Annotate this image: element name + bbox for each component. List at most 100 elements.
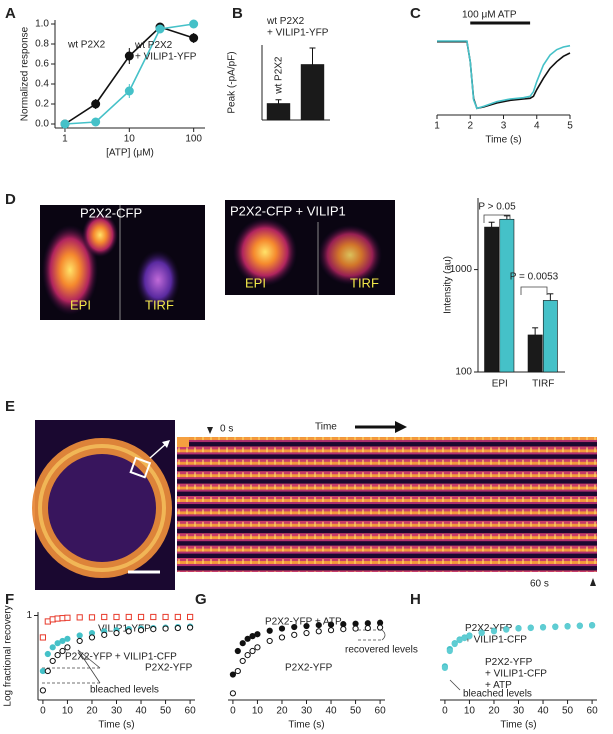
- y-tick-label: 0.8: [35, 39, 49, 50]
- marker: [162, 625, 169, 632]
- x-tick-label: 10: [62, 706, 74, 717]
- x-tick-label: 60: [185, 706, 197, 717]
- marker: [60, 119, 70, 129]
- marker: [64, 635, 71, 642]
- marker: [186, 613, 194, 621]
- series-label: VILIP1-YFP: [98, 624, 151, 635]
- marker: [155, 24, 165, 34]
- marker: [76, 614, 83, 621]
- marker: [478, 629, 485, 637]
- marker: [113, 613, 120, 621]
- category-label: wt P2X2 + VILIP1-YFP: [266, 16, 329, 39]
- marker: [244, 651, 251, 659]
- annotation: P > 0.05: [478, 202, 516, 213]
- marker: [125, 613, 132, 621]
- panel-label: D: [5, 191, 16, 208]
- panel-label: F: [5, 591, 14, 608]
- y-tick-label: 0.4: [35, 79, 49, 90]
- bar: [542, 300, 558, 373]
- x-tick-label: 1: [62, 134, 68, 145]
- marker: [150, 626, 157, 633]
- marker: [244, 635, 251, 642]
- x-tick-label: 50: [160, 706, 172, 717]
- marker: [229, 690, 237, 697]
- series-label: wt P2X2: [67, 40, 106, 51]
- annotation: bleached levels: [463, 689, 532, 700]
- marker: [515, 625, 522, 632]
- chart-title: 100 μM ATP: [462, 10, 517, 21]
- series-label: P2X2-YFP: [285, 663, 333, 674]
- y-axis-label: Peak (-pA/pF): [227, 51, 238, 113]
- marker: [76, 637, 83, 645]
- marker: [137, 627, 145, 634]
- x-tick-label: 20: [86, 706, 98, 717]
- x-tick-label: 40: [325, 706, 337, 717]
- bar: [484, 226, 500, 373]
- annotation: bleached levels: [90, 685, 159, 696]
- y-axis-label: Normalized response: [20, 26, 31, 121]
- marker: [150, 613, 157, 621]
- marker: [451, 640, 458, 648]
- image-title: P2X2-CFP + VILIP1: [230, 203, 346, 218]
- marker: [54, 640, 61, 647]
- y-axis-label: Log fractional recovery: [3, 605, 14, 706]
- marker: [503, 626, 510, 633]
- marker: [49, 657, 56, 665]
- image-d-right: P2X2-CFP + VILIP1 EPI TIRF: [225, 200, 395, 295]
- x-tick-label: 2: [467, 121, 473, 132]
- marker: [88, 614, 96, 621]
- y-tick-label: 0.2: [35, 99, 49, 110]
- marker: [315, 628, 322, 635]
- marker: [539, 624, 547, 631]
- series-label: P2X2-YFP: [145, 663, 193, 674]
- series-label: P2X2-YFP + VILIP1-CFP + ATP: [485, 657, 547, 691]
- marker: [303, 622, 310, 630]
- marker: [229, 671, 237, 678]
- panel-label: B: [232, 5, 243, 22]
- marker: [101, 613, 108, 621]
- marker: [239, 657, 246, 665]
- series-line: [437, 40, 571, 110]
- marker: [588, 622, 596, 629]
- bar: [300, 64, 325, 121]
- bar: [266, 103, 291, 121]
- marker: [456, 637, 463, 644]
- panel-label: A: [5, 5, 16, 22]
- x-tick-label: 60: [375, 706, 387, 717]
- panel-label: G: [195, 591, 207, 608]
- y-tick-label: 100: [455, 367, 472, 378]
- x-axis-label: [ATP] (μM): [106, 148, 154, 159]
- x-tick-label: 40: [135, 706, 147, 717]
- x-tick-label: 30: [111, 706, 123, 717]
- x-tick-label: 30: [301, 706, 313, 717]
- annotation: recovered levels: [345, 645, 418, 656]
- x-axis-label: Time (s): [500, 720, 536, 731]
- x-tick-label: 50: [350, 706, 362, 717]
- bar: [499, 218, 515, 373]
- x-tick-label: 20: [488, 706, 500, 717]
- image-label: TIRF: [350, 275, 379, 290]
- marker: [234, 647, 241, 655]
- marker: [249, 647, 256, 655]
- marker: [352, 625, 359, 632]
- marker: [266, 637, 273, 645]
- marker: [125, 628, 132, 635]
- marker: [137, 613, 145, 621]
- y-tick-label: 0.0: [35, 119, 49, 130]
- x-axis-label: Time (s): [288, 720, 324, 731]
- x-axis-label: Time (s): [98, 720, 134, 731]
- x-tick-label: 10: [124, 134, 136, 145]
- y-tick-label: 0.6: [35, 59, 49, 70]
- marker: [254, 644, 261, 651]
- panel-label: H: [410, 591, 421, 608]
- marker: [376, 624, 384, 631]
- x-tick-label: 0: [230, 706, 236, 717]
- image-e: 0 s Time 60 s: [32, 420, 597, 590]
- annotation: P = 0.0053: [510, 272, 559, 283]
- y-tick-label: 1.0: [35, 19, 49, 30]
- marker: [490, 628, 498, 635]
- y-tick-label: 1: [26, 610, 32, 621]
- x-tick-label: 40: [537, 706, 549, 717]
- bar: [527, 334, 543, 373]
- x-tick-label: 20: [276, 706, 288, 717]
